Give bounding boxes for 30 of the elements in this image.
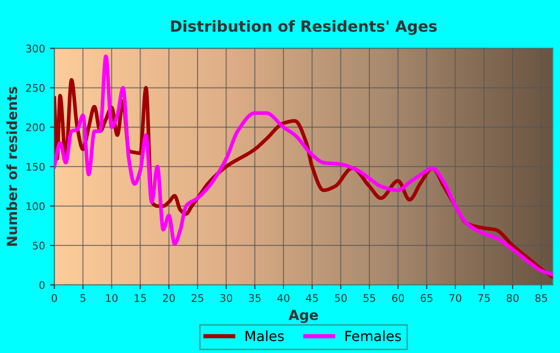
x-axis-title: Age bbox=[288, 310, 318, 323]
x-tick-label: 30 bbox=[220, 294, 232, 302]
x-tick-label: 40 bbox=[277, 294, 290, 302]
x-tick-label: 10 bbox=[106, 294, 118, 302]
chart-title: Distribution of Residents' Ages bbox=[171, 20, 437, 35]
x-tick-label: 80 bbox=[506, 294, 519, 302]
y-axis-title: Number of residents bbox=[6, 86, 18, 246]
y-tick-label: 250 bbox=[26, 84, 45, 92]
legend-label: Females bbox=[346, 330, 401, 342]
y-tick-label: 50 bbox=[32, 242, 45, 250]
y-tick-label: 300 bbox=[26, 44, 45, 52]
x-tick-label: 60 bbox=[392, 294, 404, 302]
x-tick-label: 45 bbox=[306, 294, 318, 302]
x-tick-label: 70 bbox=[450, 294, 462, 302]
x-tick-label: 25 bbox=[192, 294, 204, 302]
x-tick-label: 55 bbox=[364, 294, 376, 302]
x-tick-label: 35 bbox=[248, 294, 261, 302]
x-tick-label: 0 bbox=[52, 294, 57, 302]
legend-label: Males bbox=[246, 330, 284, 342]
y-tick-label: 200 bbox=[26, 123, 45, 132]
x-tick-label: 5 bbox=[80, 294, 86, 302]
x-tick-label: 50 bbox=[334, 294, 347, 302]
x-tick-label: 75 bbox=[478, 294, 490, 302]
y-tick-label: 150 bbox=[26, 162, 45, 171]
y-tick-label: 0 bbox=[39, 281, 45, 289]
x-tick-label: 65 bbox=[420, 294, 432, 302]
x-tick-label: 20 bbox=[163, 294, 175, 302]
y-tick-label: 100 bbox=[26, 202, 45, 210]
x-tick-label: 85 bbox=[535, 294, 547, 302]
x-tick-label: 15 bbox=[134, 294, 146, 302]
